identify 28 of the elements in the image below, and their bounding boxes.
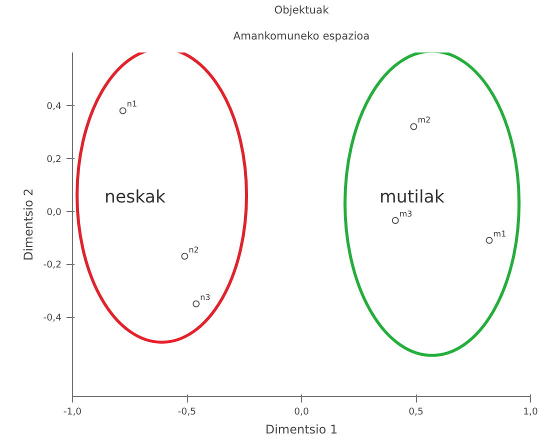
y-tick-label: 0,0: [46, 206, 62, 218]
annotation: n3: [200, 292, 210, 302]
point: [392, 217, 399, 224]
point: [181, 252, 188, 260]
y-tick-label: -0,4: [43, 312, 62, 324]
chart-subtitle: Amankomuneko espazioa: [233, 30, 370, 42]
x-tick-label: -1,0: [63, 406, 82, 418]
x-tick-label: 0,5: [408, 406, 424, 418]
point: [192, 300, 200, 308]
y-tick-label: 0,4: [46, 100, 62, 112]
annotation: m2: [418, 116, 431, 125]
y-axis-title: Dimentsio 2: [21, 188, 36, 261]
y-tick-label: -0,2: [43, 260, 62, 271]
chart-title: Objektuak: [274, 4, 330, 16]
x-tick-label: 1,0: [523, 406, 538, 418]
point: [410, 123, 418, 130]
annotation: n2: [188, 245, 199, 254]
x-tick-label: -0,5: [178, 406, 196, 418]
x-tick-label: 0,0: [294, 406, 309, 418]
annotation: neskak: [104, 188, 166, 208]
annotation: n1: [126, 100, 138, 109]
annotation: m3: [399, 210, 412, 219]
annotation: mutilak: [380, 188, 444, 208]
y-tick-label: 0,2: [46, 154, 62, 165]
point: [119, 107, 126, 114]
annotation: m1: [493, 229, 506, 238]
point: [486, 236, 493, 244]
x-axis-title: Dimentsio 1: [265, 422, 338, 436]
